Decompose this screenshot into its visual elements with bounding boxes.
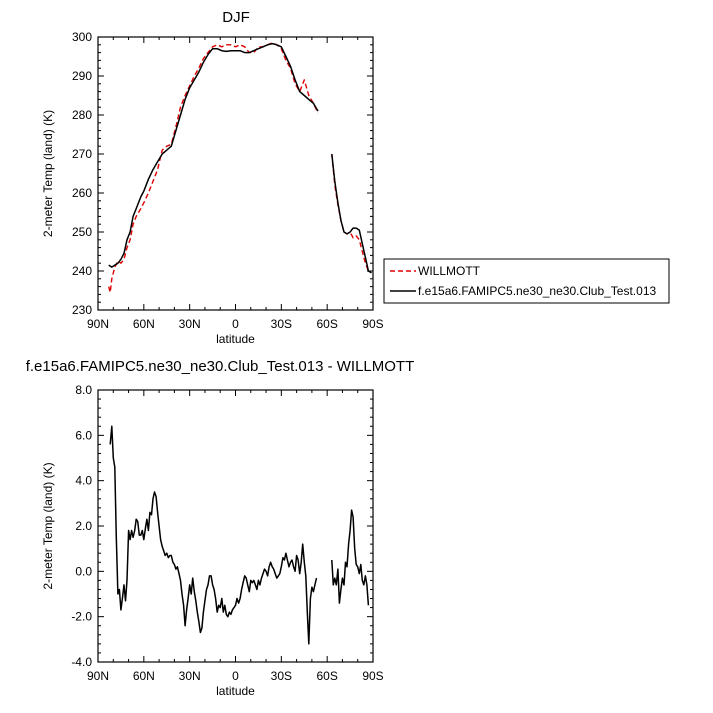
- top-chart-title: DJF: [222, 9, 250, 26]
- bottom-y-tick-label: 4.0: [75, 474, 92, 488]
- legend-box: [383, 258, 670, 304]
- bottom-x-tick-label: 30N: [179, 669, 201, 683]
- bottom-y-tick-label: -4.0: [71, 655, 92, 669]
- top-y-axis-label: 2-meter Temp (land) (K): [41, 110, 55, 237]
- bottom-y-tick-label: 0.0: [75, 564, 92, 578]
- top-x-axis-label: latitude: [216, 332, 255, 346]
- top-y-tick-label: 260: [72, 186, 92, 200]
- bottom-x-axis-label: latitude: [216, 684, 255, 698]
- top-y-tick-label: 280: [72, 108, 92, 122]
- bottom-series-line-0-segment-0: [109, 425, 318, 645]
- top-x-tick-label: 30S: [271, 317, 292, 331]
- bottom-y-tick-label: 6.0: [75, 428, 92, 442]
- top-x-tick-label: 0: [232, 317, 239, 331]
- top-y-tick-label: 250: [72, 225, 92, 239]
- top-series-line-0-segment-0: [108, 42, 319, 294]
- bottom-x-tick-label: 60S: [316, 669, 337, 683]
- top-x-tick-label: 90S: [362, 317, 383, 331]
- top-series-line-1-segment-0: [108, 42, 319, 268]
- top-y-tick-label: 270: [72, 147, 92, 161]
- top-plot-frame: [97, 36, 374, 311]
- bottom-plot-frame: [97, 389, 374, 663]
- top-x-tick-label: 60S: [316, 317, 337, 331]
- legend: WILLMOTT f.e15a6.FAMIPC5.ne30_ne30.Club_T…: [383, 258, 670, 304]
- bottom-y-tick-label: 8.0: [75, 383, 92, 397]
- bottom-y-tick-label: -2.0: [71, 610, 92, 624]
- bottom-y-tick-label: 2.0: [75, 519, 92, 533]
- top-x-tick-label: 30N: [179, 317, 201, 331]
- top-y-tick-label: 240: [72, 264, 92, 278]
- top-y-tick-label: 290: [72, 69, 92, 83]
- bottom-x-tick-label: 60N: [133, 669, 155, 683]
- bottom-y-axis-label: 2-meter Temp (land) (K): [41, 462, 55, 589]
- bottom-x-tick-label: 30S: [271, 669, 292, 683]
- top-y-tick-label: 300: [72, 30, 92, 44]
- top-series-line-0-segment-1: [331, 153, 370, 272]
- bottom-x-tick-label: 0: [232, 669, 239, 683]
- bottom-panel-difference: f.e15a6.FAMIPC5.ne30_ne30.Club_Test.013 …: [26, 358, 415, 698]
- bottom-x-tick-label: 90N: [87, 669, 109, 683]
- bottom-x-tick-label: 90S: [362, 669, 383, 683]
- top-series-line-1-segment-1: [331, 153, 372, 274]
- bottom-series-line-0-segment-1: [331, 509, 370, 606]
- top-panel-djf: DJF 90N 60N 30N 0 30S 60S 90S 230 240 250 260 270 280…: [41, 9, 670, 346]
- top-y-tick-label: 230: [72, 303, 92, 317]
- top-x-tick-label: 90N: [87, 317, 109, 331]
- legend-label-0: WILLMOTT: [418, 264, 481, 278]
- top-x-tick-label: 60N: [133, 317, 155, 331]
- bottom-chart-title: f.e15a6.FAMIPC5.ne30_ne30.Club_Test.013 …: [26, 358, 415, 375]
- legend-label-1: f.e15a6.FAMIPC5.ne30_ne30.Club_Test.013: [418, 284, 656, 298]
